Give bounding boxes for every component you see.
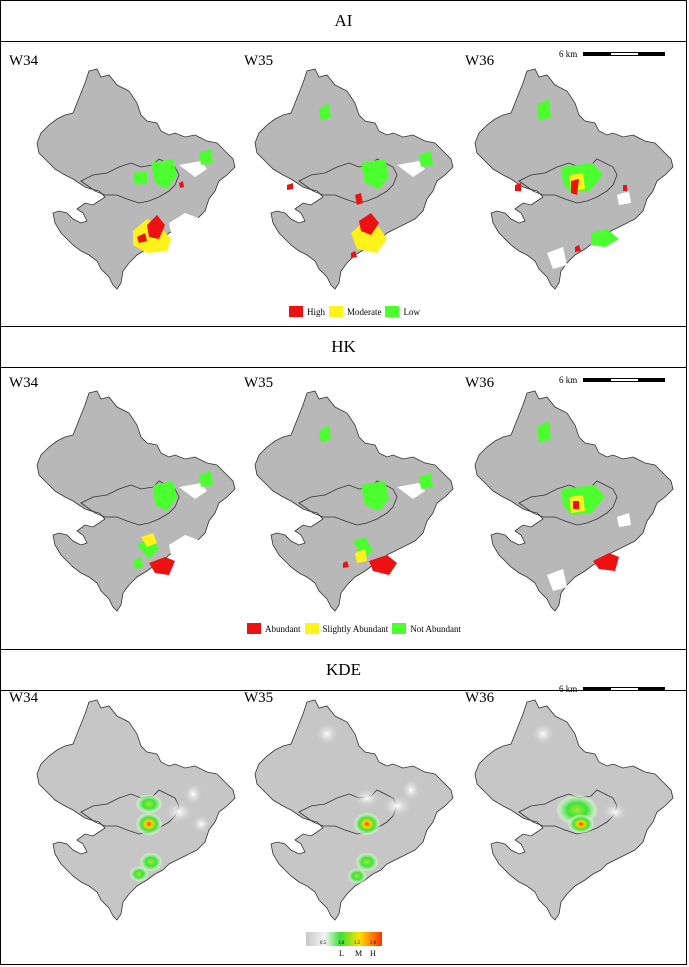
legend: Abundant Slightly Abundant Not Abundant bbox=[247, 623, 461, 634]
week-label: W35 bbox=[244, 375, 274, 391]
week-label: W36 bbox=[465, 53, 495, 69]
legend-label: Slightly Abundant bbox=[322, 623, 389, 634]
scale-bar: 6 km bbox=[559, 49, 666, 59]
legend: High Moderate Low bbox=[289, 306, 420, 317]
map-hk-w36 bbox=[467, 385, 687, 615]
scale-bar: 6 km bbox=[559, 684, 666, 694]
week-label: W36 bbox=[465, 375, 495, 391]
week-label: W35 bbox=[244, 690, 274, 706]
legend-label: Low bbox=[403, 306, 420, 317]
scale-label: 6 km bbox=[559, 684, 578, 694]
map-hk-w35 bbox=[247, 385, 467, 615]
legend-swatch bbox=[385, 306, 400, 317]
legend-swatch bbox=[392, 623, 407, 634]
section-title: HK bbox=[1, 327, 686, 368]
legend-tick: 1.0 bbox=[338, 941, 345, 946]
week-label: W34 bbox=[9, 690, 39, 706]
legend-tick: 2.0 bbox=[370, 941, 377, 946]
map-kde-w36 bbox=[467, 694, 687, 924]
scale-bar: 6 km bbox=[559, 375, 666, 385]
legend-swatch bbox=[289, 306, 303, 317]
map-ai-w35 bbox=[247, 63, 467, 293]
legend-label-mid: M bbox=[355, 949, 362, 958]
section-title: AI bbox=[1, 1, 686, 42]
kde-legend: 0.5 1.0 1.5 2.0 L M H bbox=[306, 932, 386, 967]
map-hk-w34 bbox=[29, 385, 249, 615]
legend-swatch bbox=[329, 306, 343, 317]
scale-label: 6 km bbox=[559, 375, 578, 385]
legend-label: Abundant bbox=[265, 623, 301, 634]
kde-panel: KDE W34 W35 W36 6 km bbox=[0, 649, 687, 965]
ai-panel: AI W34 W35 W36 6 km bbox=[0, 0, 687, 327]
map-kde-w34 bbox=[29, 694, 249, 924]
legend-swatch bbox=[304, 623, 319, 634]
legend-tick: 1.5 bbox=[354, 941, 361, 946]
legend-swatch bbox=[247, 623, 261, 634]
section-title: KDE bbox=[1, 650, 686, 691]
map-ai-w36 bbox=[467, 63, 687, 293]
week-label: W36 bbox=[465, 690, 495, 706]
legend-label: Moderate bbox=[347, 306, 382, 317]
map-kde-w35 bbox=[247, 694, 467, 924]
week-label: W35 bbox=[244, 53, 274, 69]
week-label: W34 bbox=[9, 375, 39, 391]
week-label: W34 bbox=[9, 53, 39, 69]
legend-label: High bbox=[307, 306, 325, 317]
hk-panel: HK W34 W35 W36 6 km bbox=[0, 326, 687, 650]
map-ai-w34 bbox=[29, 63, 249, 293]
legend-label: Not Abundant bbox=[410, 623, 462, 634]
scale-label: 6 km bbox=[559, 49, 578, 59]
legend-label-low: L bbox=[339, 949, 344, 958]
legend-label-high: H bbox=[370, 949, 376, 958]
legend-tick: 0.5 bbox=[320, 941, 327, 946]
